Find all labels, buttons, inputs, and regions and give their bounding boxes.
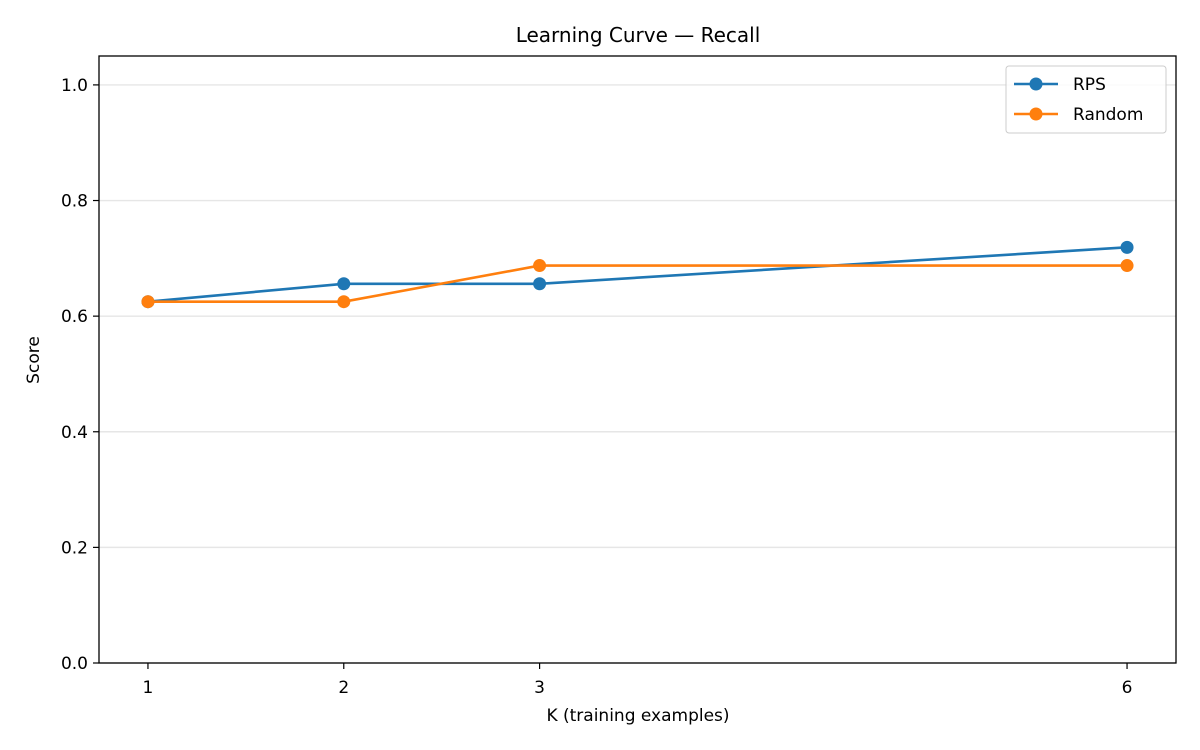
y-tick-label: 0.2 [61, 538, 88, 558]
plot-frame [98, 55, 1177, 664]
grid-lines [99, 84, 1176, 664]
data-point-random [1120, 259, 1134, 273]
y-tick-label: 0.4 [61, 423, 88, 443]
series-line-random [146, 264, 1129, 303]
x-tick-label: 2 [338, 678, 349, 698]
y-tick-label: 0.0 [61, 654, 88, 674]
x-tick-label: 1 [143, 678, 154, 698]
data-point-random [141, 295, 155, 309]
series-layer [141, 240, 1134, 309]
chart-title: Learning Curve — Recall [516, 23, 761, 47]
y-tick-label: 1.0 [61, 76, 88, 96]
legend-marker-random [1029, 107, 1043, 121]
x-axis-label: K (training examples) [546, 706, 729, 726]
data-point-random [337, 295, 351, 309]
data-point-rps [1120, 240, 1134, 254]
y-axis-label: Score [24, 336, 44, 384]
data-point-random [533, 259, 547, 273]
data-point-rps [337, 277, 351, 291]
axis-ticks: 0.0 0.2 0.4 0.6 0.8 1.0 1 2 3 6 [61, 76, 1133, 698]
legend-label-rps: RPS [1073, 75, 1106, 95]
legend-label-random: Random [1073, 105, 1143, 125]
x-tick-label: 3 [534, 678, 545, 698]
series-line-rps [146, 246, 1129, 303]
x-tick-label: 6 [1122, 678, 1133, 698]
y-tick-label: 0.8 [61, 192, 88, 212]
legend-marker-rps [1029, 77, 1043, 91]
data-point-rps [533, 277, 547, 291]
legend: RPS Random [1005, 65, 1167, 134]
y-tick-label: 0.6 [61, 307, 88, 327]
